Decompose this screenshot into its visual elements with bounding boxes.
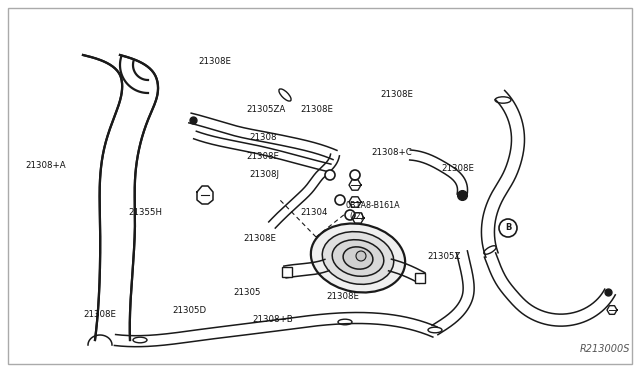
Text: 21308J: 21308J <box>250 170 280 179</box>
Ellipse shape <box>311 224 405 292</box>
Circle shape <box>499 219 517 237</box>
Circle shape <box>325 170 335 180</box>
Text: 21308E: 21308E <box>243 234 276 243</box>
Text: 21305Z: 21305Z <box>428 252 461 261</box>
Text: 21355H: 21355H <box>128 208 162 217</box>
Circle shape <box>350 170 360 180</box>
Text: 21308E: 21308E <box>442 164 475 173</box>
Text: 21308E: 21308E <box>326 292 360 301</box>
Circle shape <box>356 251 366 261</box>
Text: 21305D: 21305D <box>173 306 207 315</box>
Text: 21308E: 21308E <box>246 153 280 161</box>
Text: 21308E: 21308E <box>381 90 414 99</box>
Text: B: B <box>505 224 511 232</box>
Text: R213000S: R213000S <box>579 344 630 354</box>
Text: 21308+B: 21308+B <box>253 315 294 324</box>
Text: 21308E: 21308E <box>83 310 116 319</box>
Text: 21308E: 21308E <box>301 105 334 114</box>
Text: 21305ZA: 21305ZA <box>246 105 285 114</box>
Ellipse shape <box>343 247 373 269</box>
Ellipse shape <box>332 240 384 276</box>
Text: 21304: 21304 <box>301 208 328 217</box>
Text: 21308+A: 21308+A <box>26 161 66 170</box>
Text: 21308E: 21308E <box>198 57 232 66</box>
Text: 21308+C: 21308+C <box>371 148 412 157</box>
Circle shape <box>345 210 355 220</box>
Text: 0B1A8-B161A: 0B1A8-B161A <box>346 201 400 210</box>
Circle shape <box>335 195 345 205</box>
Text: ( 2): ( 2) <box>350 212 364 221</box>
Polygon shape <box>197 186 213 204</box>
Ellipse shape <box>323 232 394 284</box>
Text: 21305: 21305 <box>234 288 261 296</box>
Text: 21308: 21308 <box>250 133 277 142</box>
